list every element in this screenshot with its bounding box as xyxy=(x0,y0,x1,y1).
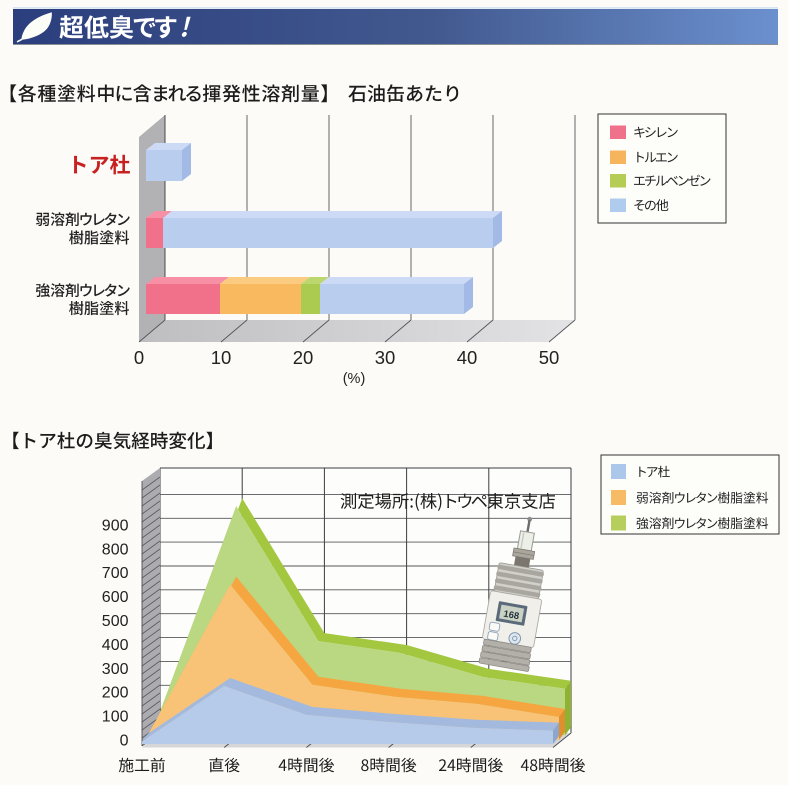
svg-text:200: 200 xyxy=(102,685,129,702)
svg-text:500: 500 xyxy=(102,613,129,630)
svg-text:(%): (%) xyxy=(343,371,366,387)
svg-text:50: 50 xyxy=(539,347,560,368)
svg-text:700: 700 xyxy=(102,565,129,582)
svg-text:800: 800 xyxy=(102,541,129,558)
svg-text:20: 20 xyxy=(293,347,314,368)
svg-text:300: 300 xyxy=(102,661,129,678)
svg-text:400: 400 xyxy=(102,637,129,654)
svg-text:30: 30 xyxy=(375,347,396,368)
svg-text:10: 10 xyxy=(211,347,232,368)
svg-text:600: 600 xyxy=(102,589,129,606)
svg-text:900: 900 xyxy=(102,517,129,534)
svg-text:168: 168 xyxy=(502,609,520,623)
svg-text:0: 0 xyxy=(120,733,129,750)
svg-text:40: 40 xyxy=(457,347,478,368)
svg-text:0: 0 xyxy=(134,347,144,368)
svg-text:100: 100 xyxy=(102,709,129,726)
